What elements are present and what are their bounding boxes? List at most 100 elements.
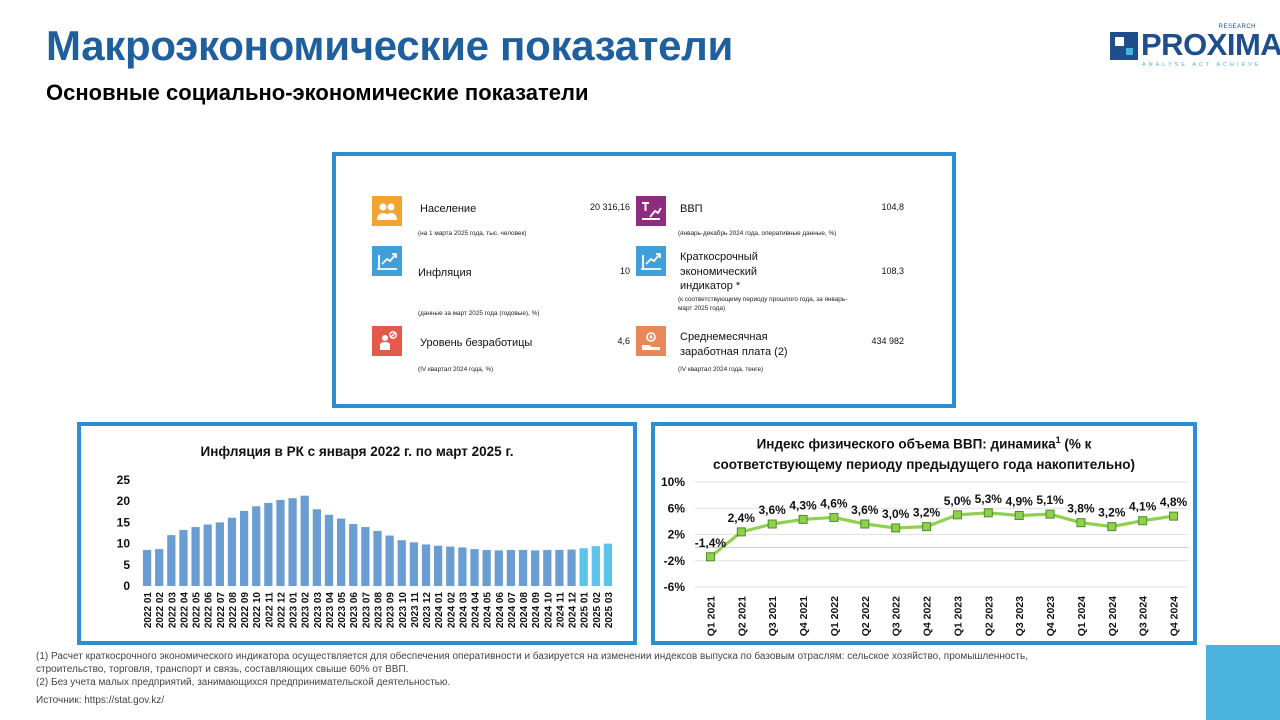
gdp-point-marker [829,512,839,522]
x-tick-label: Q3 2024 [1138,596,1150,636]
gdp-series-line [709,511,1174,559]
x-tick-label: 2022 06 [204,592,215,629]
inflation-bar [142,549,152,586]
logo-wordmark: PROXIMA [1141,27,1280,62]
inflation-bar [324,514,334,586]
inflation-bar [264,502,273,586]
inflation-bar [227,517,237,586]
gdp-data-label: 4,3% [789,498,817,512]
y-tick-label: 6% [668,501,686,515]
unemployment-icon [372,326,402,356]
y-tick-label: 15 [117,515,131,529]
kpi-label: Среднемесячная заработная плата (2) [680,331,788,358]
kpi-label: Уровень безработицы [420,337,533,349]
x-tick-label: 2023 03 [313,592,324,629]
gdp-point-marker [891,523,901,533]
gdp-point-marker [1169,511,1179,521]
x-tick-label: Q2 2022 [860,596,872,636]
x-tick-label: 2024 01 [434,592,445,629]
y-tick-label: -2% [664,554,686,568]
inflation-bar [591,546,600,586]
x-tick-label: 2025 02 [592,592,603,629]
gdp-point-marker [1045,509,1055,519]
inflation-bar [167,535,176,586]
gdp-data-label: 3,6% [759,503,787,517]
gdp-point-marker [1138,516,1148,526]
page-subtitle: Основные социально-экономические показат… [46,80,589,105]
gdp-data-label: 3,2% [913,506,941,520]
short-term-indicator-icon [636,246,666,276]
gdp-data-label: 5,0% [944,494,972,508]
inflation-bar [531,550,540,586]
kpi-value: 108,3 [881,266,904,276]
y-tick-label: 5 [123,558,130,572]
inflation-bar [215,522,224,586]
inflation-bar [603,543,613,586]
x-tick-label: Q1 2021 [705,596,717,636]
gdp-icon [636,196,666,226]
x-tick-label: Q3 2021 [767,596,779,636]
x-tick-label: 2024 02 [446,592,457,629]
x-tick-label: 2023 05 [337,592,348,629]
x-tick-label: 2022 01 [143,592,154,629]
x-tick-label: 2024 05 [483,592,494,629]
x-tick-label: 2023 07 [361,592,372,629]
inflation-bar [567,549,576,586]
gdp-data-label: 4,1% [1129,500,1157,514]
inflation-bar [155,549,164,586]
x-tick-label: 2024 07 [507,592,518,629]
x-tick-label: Q2 2024 [1107,596,1119,636]
x-tick-label: 2022 10 [252,592,263,629]
x-tick-label: 2022 09 [240,592,251,629]
x-tick-label: 2022 11 [264,592,275,628]
x-tick-label: Q1 2022 [829,596,841,636]
kpi-note: (к соответствующему периоду прошлого год… [678,296,848,312]
kpi-label: Инфляция [418,267,472,279]
logo-tagline: ANALYSE ACT ACHIEVE [1142,62,1262,68]
logo-mark-icon [1110,32,1138,60]
x-tick-label: 2025 03 [604,592,615,629]
gdp-chart-title-main: Индекс физического объема ВВП: динамика [756,436,1056,452]
gdp-data-label: 5,3% [975,492,1003,506]
footnote-1: (1) Расчет краткосрочного экономического… [36,651,1028,675]
x-tick-label: Q2 2023 [983,596,995,636]
inflation-bar [336,518,346,586]
inflation-bar [579,548,588,586]
x-tick-label: Q4 2022 [922,596,934,636]
proxima-logo: PROXIMA RESEARCH ANALYSE ACT ACHIEVE [1108,24,1280,72]
corner-accent-block [1206,645,1280,720]
x-tick-label: Q2 2021 [736,596,748,636]
inflation-bar [179,530,188,586]
gdp-point-marker [860,519,870,529]
y-tick-label: 0 [123,579,130,593]
inflation-bar [555,549,564,586]
inflation-bar [385,535,394,586]
x-tick-label: Q1 2024 [1076,596,1088,636]
inflation-bar [191,527,200,586]
x-tick-label: 2022 02 [155,592,166,629]
gdp-data-label: 3,2% [1098,506,1126,520]
inflation-bar [373,530,382,586]
gdp-point-marker [736,527,746,537]
gdp-data-label: -1,4% [695,536,727,550]
inflation-bar [349,524,358,586]
gdp-point-marker [922,522,932,532]
gdp-data-label: 4,9% [1006,494,1034,508]
x-tick-label: 2024 11 [555,592,566,628]
y-tick-label: -6% [664,580,686,594]
kpi-label: Население [420,203,477,215]
gdp-data-label: 2,4% [728,511,756,525]
inflation-bar [300,495,309,586]
gdp-data-label: 5,1% [1036,493,1064,507]
kpi-label: Краткосрочный экономический индикатор * [680,251,758,292]
kpi-value: 434 982 [871,336,904,346]
population-icon [372,196,402,226]
x-tick-label: 2025 01 [580,592,591,629]
inflation-bar [312,509,321,586]
inflation-icon [372,246,402,276]
y-tick-label: 10% [661,475,685,489]
x-tick-label: 2022 04 [179,592,190,629]
kpi-value: 10 [619,266,630,276]
x-tick-label: Q4 2024 [1169,596,1181,636]
gdp-point-marker [1076,518,1086,528]
